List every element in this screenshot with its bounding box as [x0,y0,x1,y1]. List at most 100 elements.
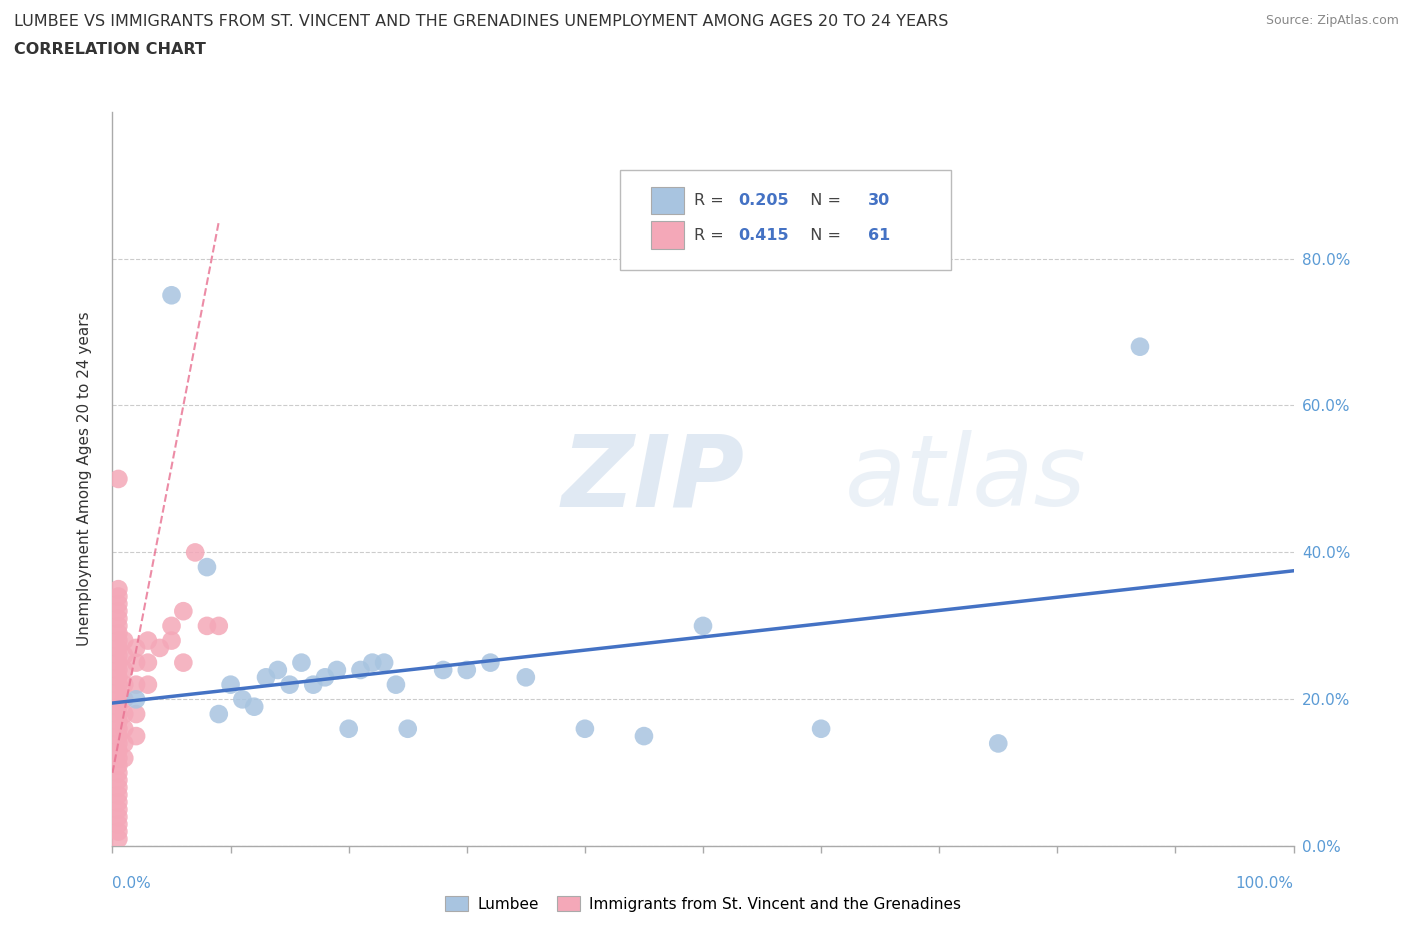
Point [107,699,129,714]
Point [172,656,194,671]
Point [396,722,419,737]
Point [112,677,135,692]
Text: 100.0%: 100.0% [1236,876,1294,891]
Point [195,618,218,633]
Point [107,648,129,663]
Point [107,788,129,803]
Point [107,765,129,780]
Point [107,758,129,773]
Point [314,670,336,684]
Text: LUMBEE VS IMMIGRANTS FROM ST. VINCENT AND THE GRENADINES UNEMPLOYMENT AMONG AGES: LUMBEE VS IMMIGRANTS FROM ST. VINCENT AN… [14,14,949,29]
Point [107,692,129,707]
Point [107,817,129,831]
Point [107,604,129,618]
Text: N =: N = [800,228,846,243]
Point [107,714,129,729]
Point [208,618,231,633]
Text: N =: N = [800,193,846,208]
Point [107,802,129,817]
Bar [651,187,685,215]
Point [172,604,194,618]
Text: CORRELATION CHART: CORRELATION CHART [14,42,205,57]
Point [479,656,502,671]
Point [107,795,129,810]
Point [107,662,129,677]
Point [692,618,714,633]
Point [136,677,159,692]
Point [125,707,148,722]
Point [633,729,655,744]
Point [231,692,253,707]
Point [112,692,135,707]
Point [574,722,596,737]
Legend: Lumbee, Immigrants from St. Vincent and the Grenadines: Lumbee, Immigrants from St. Vincent and … [439,889,967,918]
Y-axis label: Unemployment Among Ages 20 to 24 years: Unemployment Among Ages 20 to 24 years [77,312,91,646]
Point [107,641,129,656]
Point [107,751,129,765]
Point [112,751,135,765]
Text: R =: R = [693,228,728,243]
Point [195,560,218,575]
Point [337,722,360,737]
Point [107,618,129,633]
Point [107,656,129,671]
Text: 30: 30 [869,193,890,208]
Point [107,670,129,684]
Point [184,545,207,560]
Point [107,809,129,824]
Text: 0.415: 0.415 [738,228,789,243]
Point [515,670,537,684]
Point [160,633,183,648]
Point [302,677,325,692]
Point [107,824,129,839]
Point [136,656,159,671]
Point [107,677,129,692]
Point [326,662,349,677]
Point [107,626,129,641]
FancyBboxPatch shape [620,170,950,270]
Text: R =: R = [693,193,728,208]
Point [112,736,135,751]
Point [107,582,129,597]
Text: ZIP: ZIP [561,431,744,527]
Point [107,684,129,699]
Bar [651,221,685,249]
Point [107,736,129,751]
Point [219,677,242,692]
Point [149,641,172,656]
Point [107,729,129,744]
Text: 0.0%: 0.0% [112,876,152,891]
Point [208,707,231,722]
Point [125,677,148,692]
Text: Source: ZipAtlas.com: Source: ZipAtlas.com [1265,14,1399,27]
Point [361,656,384,671]
Point [107,722,129,737]
Point [278,677,301,692]
Text: atlas: atlas [845,431,1087,527]
Point [290,656,312,671]
Point [125,692,148,707]
Point [107,780,129,795]
Point [349,662,371,677]
Point [243,699,266,714]
Point [125,729,148,744]
Point [107,773,129,788]
Point [136,633,159,648]
Point [107,633,129,648]
Text: 0.205: 0.205 [738,193,789,208]
Point [107,831,129,846]
Point [160,288,183,303]
Point [112,633,135,648]
Point [267,662,290,677]
Text: 61: 61 [869,228,890,243]
Point [125,656,148,671]
Point [373,656,395,671]
Point [107,611,129,626]
Point [254,670,277,684]
Point [112,707,135,722]
Point [112,662,135,677]
Point [810,722,832,737]
Point [112,648,135,663]
Point [125,641,148,656]
Point [456,662,478,677]
